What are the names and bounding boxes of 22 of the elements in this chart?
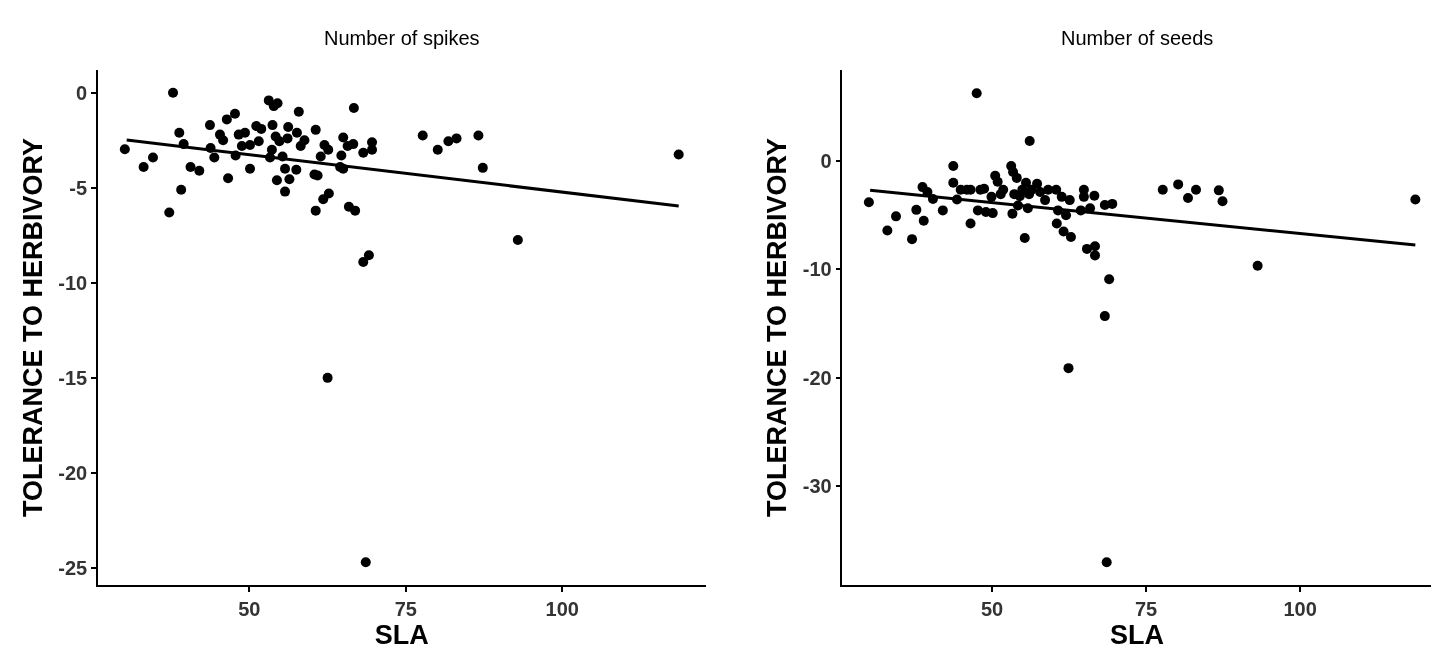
x-tick-label: 100 [1283,597,1317,620]
chart-title: Number of spikes [324,27,480,49]
x-tick-label: 75 [394,597,417,620]
y-tick-label: -5 [69,176,88,199]
y-tick-label: -10 [802,258,832,281]
x-axis-title: SLA [374,619,429,650]
y-tick-label: -15 [58,366,88,389]
y-tick-label: -25 [58,556,88,579]
y-tick-label: -20 [58,461,88,484]
y-tick-label: 0 [820,150,832,173]
y-axis-title: TOLERANCE TO HERBIVORY [17,137,48,518]
x-axis-title: SLA [1109,619,1164,650]
x-tick-label: 100 [545,597,579,620]
y-tick-label: 0 [76,81,88,104]
x-tick-label: 75 [1134,597,1158,620]
x-tick-label: 50 [980,597,1004,620]
y-tick-label: -20 [802,366,832,389]
chart-title: Number of seeds [1061,27,1214,49]
y-tick-label: -10 [58,271,88,294]
y-tick-label: -30 [802,475,832,498]
x-tick-label: 50 [238,597,261,620]
y-axis-title: TOLERANCE TO HERBIVORY [762,137,793,518]
